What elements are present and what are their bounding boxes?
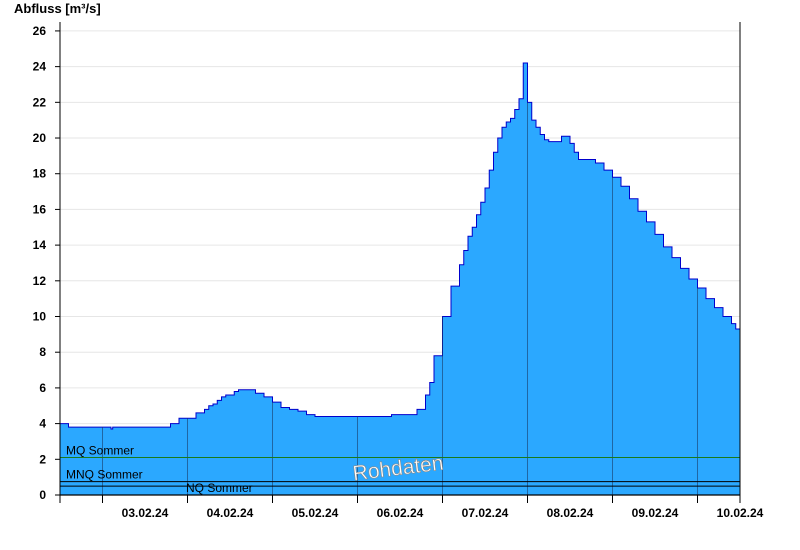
x-tick-label: 08.02.24 bbox=[547, 506, 594, 520]
x-tick-label: 03.02.24 bbox=[122, 506, 169, 520]
y-tick-label: 10 bbox=[33, 310, 47, 324]
x-tick-label: 04.02.24 bbox=[207, 506, 254, 520]
gridlines bbox=[60, 30, 740, 460]
y-tick-label: 2 bbox=[39, 452, 46, 466]
x-tick-labels: 03.02.24 04.02.24 05.02.24 06.02.24 07.02.24… bbox=[59, 495, 764, 520]
x-tick-label: 05.02.24 bbox=[292, 506, 339, 520]
axes bbox=[59, 22, 741, 496]
y-tick-label: 14 bbox=[33, 238, 47, 252]
x-tick-label: 06.02.24 bbox=[377, 506, 424, 520]
x-tick-label: 10.02.24 bbox=[717, 506, 764, 520]
y-tick-label: 26 bbox=[33, 24, 47, 38]
y-tick-label: 22 bbox=[33, 95, 47, 109]
reference-label: MQ Sommer bbox=[66, 444, 134, 458]
y-tick-label: 4 bbox=[39, 417, 46, 431]
reference-label: MNQ Sommer bbox=[66, 468, 143, 482]
reference-label: NQ Sommer bbox=[186, 481, 253, 495]
y-tick-label: 0 bbox=[39, 488, 46, 502]
y-tick-label: 20 bbox=[33, 131, 47, 145]
y-tick-label: 24 bbox=[33, 60, 47, 74]
x-tick-label: 09.02.24 bbox=[632, 506, 679, 520]
y-tick-label: 6 bbox=[39, 381, 46, 395]
x-tick-label: 07.02.24 bbox=[462, 506, 509, 520]
y-tick-label: 16 bbox=[33, 202, 47, 216]
y-tick-label: 18 bbox=[33, 167, 47, 181]
discharge-area bbox=[59, 62, 741, 496]
reference-lines: MQ Sommer MNQ Sommer NQ Sommer bbox=[60, 444, 740, 495]
y-tick-label: 8 bbox=[39, 345, 46, 359]
y-axis-label: Abfluss [m³/s] bbox=[14, 1, 101, 16]
day-separators bbox=[102, 102, 698, 495]
y-tick-label: 12 bbox=[33, 274, 47, 288]
